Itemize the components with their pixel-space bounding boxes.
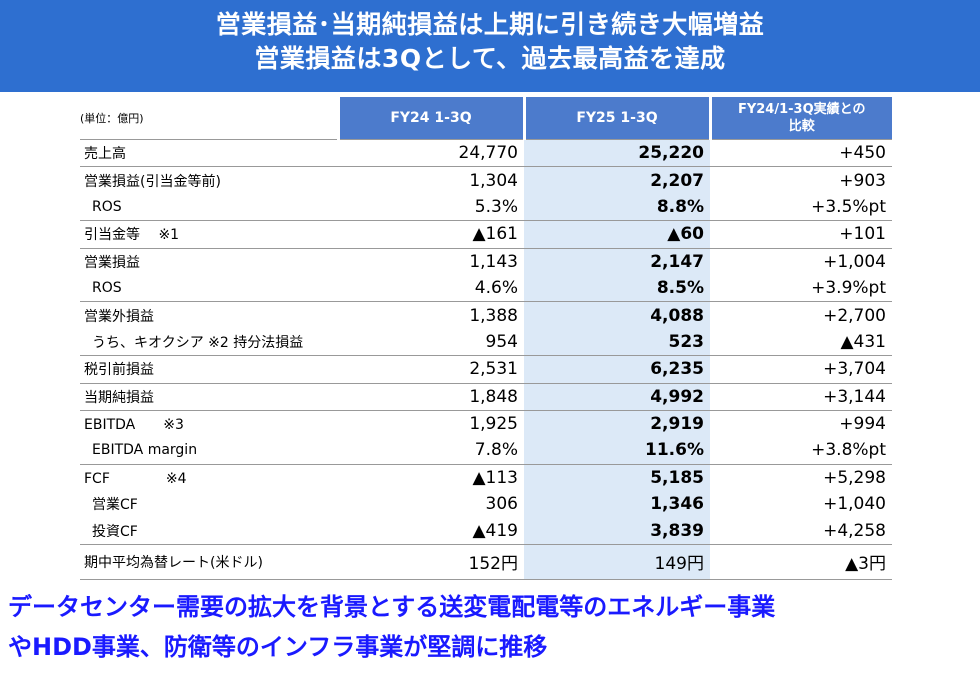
- fy25-value: 25,220: [524, 138, 710, 167]
- row-label: 営業損益: [80, 247, 338, 275]
- row-label: 税引前損益: [80, 355, 338, 384]
- diff-value: +3.8%pt: [811, 440, 886, 461]
- table-row: 営業CF 306 1,346 +1,040: [80, 491, 892, 518]
- table-row: 営業損益 1,143 2,147 +1,004: [80, 247, 892, 275]
- row-label: 投資CF: [92, 523, 138, 540]
- diff-value: +5,298: [710, 463, 892, 492]
- fy24-value: 1,925: [338, 409, 524, 438]
- column-header-fy24: FY24 1-3Q: [336, 97, 524, 140]
- comparison-header-line-1: FY24/1-3Q実績との: [737, 102, 866, 117]
- diff-value: ▲3円: [710, 543, 892, 580]
- row-label: FCF ※4: [80, 463, 338, 492]
- row-label: 期中平均為替レート(米ドル): [80, 543, 338, 580]
- fy25-value: 2,919: [524, 409, 710, 438]
- table-row: 投資CF ▲419 3,839 +4,258: [80, 517, 892, 545]
- table-row: 期中平均為替レート(米ドル) 152円 149円 ▲3円: [80, 543, 892, 580]
- row-label: EBITDA margin: [92, 442, 198, 459]
- row-label: 営業外損益: [80, 301, 338, 329]
- table-row: 引当金等 ※1 ▲161 ▲60 +101: [80, 220, 892, 249]
- title-banner: 営業損益･当期純損益は上期に引き続き大幅増益 営業損益は3Qとして、過去最高益を…: [0, 0, 980, 92]
- fy25-value: 3,839: [524, 517, 710, 545]
- diff-value: +3.9%pt: [811, 278, 886, 299]
- table-row: 売上高 24,770 25,220 +450: [80, 138, 892, 167]
- table-row: ROS 4.6% 8.5% +3.9%pt: [80, 274, 892, 302]
- row-label: ROS: [92, 198, 122, 215]
- column-header-fy25: FY25 1-3Q: [522, 97, 710, 140]
- diff-value: +4,258: [823, 520, 886, 541]
- title-line-1: 営業損益･当期純損益は上期に引き続き大幅増益: [215, 10, 765, 39]
- row-label: 当期純損益: [80, 382, 338, 411]
- diff-value: +1,040: [823, 494, 886, 515]
- fy25-value: 11.6%: [524, 437, 710, 465]
- fy25-value: 5,185: [524, 463, 710, 492]
- table-row: うち、キオクシア ※2 持分法損益 954 523 ▲431: [80, 328, 892, 356]
- diff-value: +101: [710, 220, 892, 249]
- fy25-value: 4,088: [524, 301, 710, 329]
- diff-value: +2,700: [710, 301, 892, 329]
- results-table: (単位：億円) FY24 1-3Q FY25 1-3Q FY24/1-3Q実績と…: [80, 97, 892, 580]
- row-label: 営業損益(引当金等前): [80, 166, 338, 194]
- fy24-value: 24,770: [338, 138, 524, 167]
- fy25-value: 8.5%: [524, 274, 710, 302]
- diff-value: +1,004: [710, 247, 892, 275]
- diff-value: +3,704: [710, 355, 892, 384]
- unit-label: (単位：億円): [80, 97, 338, 140]
- fy24-value: 1,143: [338, 247, 524, 275]
- fy24-value: ▲419: [472, 520, 518, 541]
- diff-value: ▲431: [840, 331, 886, 352]
- summary-line-1: データセンター需要の拡大を背景とする送変電配電等のエネルギー事業: [8, 593, 776, 621]
- fy24-value: 152円: [338, 543, 524, 580]
- diff-value: +3.5%pt: [811, 196, 886, 217]
- fy25-value: 523: [524, 328, 710, 356]
- fy25-value: 149円: [524, 543, 710, 580]
- table-row: 税引前損益 2,531 6,235 +3,704: [80, 355, 892, 384]
- row-label: 営業CF: [92, 497, 138, 514]
- row-label: ROS: [92, 280, 122, 297]
- diff-value: +903: [710, 166, 892, 194]
- fy24-value: 1,848: [338, 382, 524, 411]
- table-row: 営業損益(引当金等前) 1,304 2,207 +903: [80, 166, 892, 194]
- summary-note: データセンター需要の拡大を背景とする送変電配電等のエネルギー事業 やHDD事業、…: [8, 587, 978, 667]
- fy25-value: ▲60: [524, 220, 710, 249]
- fy24-value: 2,531: [338, 355, 524, 384]
- diff-value: +994: [710, 409, 892, 438]
- table-header-row: (単位：億円) FY24 1-3Q FY25 1-3Q FY24/1-3Q実績と…: [80, 97, 892, 140]
- row-label: 引当金等 ※1: [80, 220, 338, 249]
- fy24-value: 306: [485, 494, 518, 515]
- table-row: 当期純損益 1,848 4,992 +3,144: [80, 382, 892, 411]
- fy24-value: 1,304: [338, 166, 524, 194]
- fy25-value: 2,207: [524, 166, 710, 194]
- row-label: うち、キオクシア ※2 持分法損益: [92, 334, 304, 351]
- table-row: ROS 5.3% 8.8% +3.5%pt: [80, 193, 892, 221]
- diff-value: +450: [710, 138, 892, 167]
- fy24-value: ▲161: [338, 220, 524, 249]
- fy24-value: 1,388: [338, 301, 524, 329]
- fy25-value: 1,346: [524, 491, 710, 518]
- fy24-value: 954: [485, 331, 518, 352]
- fy24-value: 5.3%: [474, 196, 518, 217]
- diff-value: +3,144: [710, 382, 892, 411]
- fy24-value: ▲113: [338, 463, 524, 492]
- column-header-comparison: FY24/1-3Q実績との 比較: [708, 97, 892, 140]
- fy24-value: 7.8%: [474, 440, 518, 461]
- row-label: EBITDA ※3: [80, 409, 338, 438]
- fy25-value: 2,147: [524, 247, 710, 275]
- fy25-value: 6,235: [524, 355, 710, 384]
- table-row: EBITDA ※3 1,925 2,919 +994: [80, 409, 892, 438]
- table-row: EBITDA margin 7.8% 11.6% +3.8%pt: [80, 437, 892, 465]
- fy25-value: 4,992: [524, 382, 710, 411]
- summary-line-2: やHDD事業、防衛等のインフラ事業が堅調に推移: [8, 633, 548, 661]
- table-row: FCF ※4 ▲113 5,185 +5,298: [80, 463, 892, 492]
- table-row: 営業外損益 1,388 4,088 +2,700: [80, 301, 892, 329]
- title-line-2: 営業損益は3Qとして、過去最高益を達成: [254, 44, 726, 73]
- fy25-value: 8.8%: [524, 193, 710, 221]
- comparison-header-line-2: 比較: [788, 119, 815, 134]
- row-label: 売上高: [80, 138, 338, 167]
- fy24-value: 4.6%: [474, 278, 518, 299]
